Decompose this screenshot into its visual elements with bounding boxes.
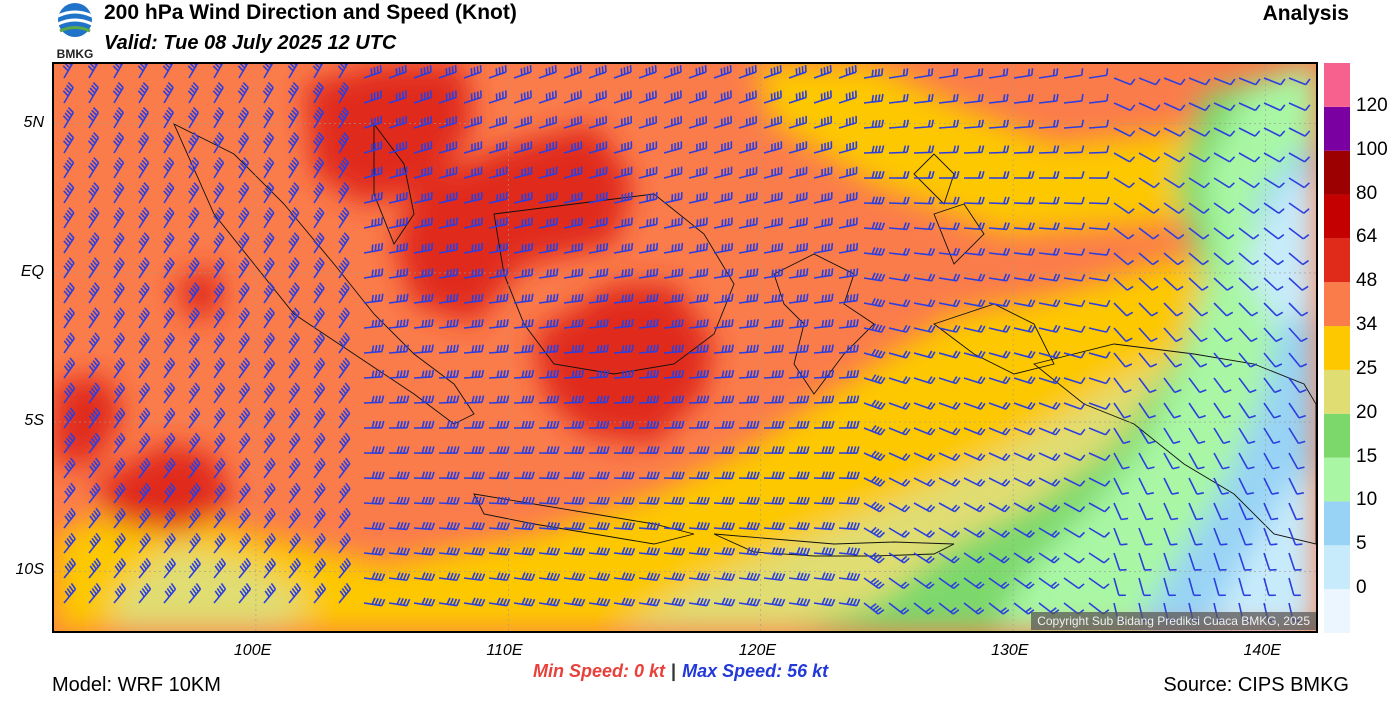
graticule	[54, 64, 1316, 631]
coastlines	[173, 122, 1316, 557]
colorbar-bin	[1324, 501, 1350, 546]
colorbar-bin	[1324, 326, 1350, 370]
bmkg-logo: BMKG	[52, 2, 98, 61]
colorbar-bin	[1324, 369, 1350, 414]
wind-field	[54, 64, 1316, 631]
colorbar-bin	[1324, 282, 1350, 327]
colorbar-label: 0	[1356, 577, 1367, 599]
colorbar-bin	[1324, 413, 1350, 458]
colorbar-label: 64	[1356, 226, 1378, 248]
colorbar-bin	[1324, 545, 1350, 590]
colorbar-bin	[1324, 589, 1350, 633]
lat-label: 5N	[23, 113, 44, 131]
colorbar-label: 5	[1356, 533, 1367, 555]
speed-shading	[54, 64, 1316, 631]
lat-label: EQ	[20, 262, 44, 280]
colorbar-bin	[1324, 150, 1350, 195]
lon-label: 140E	[1243, 642, 1281, 659]
colorbar-label: 10	[1356, 489, 1378, 511]
colorbar-label: 100	[1356, 138, 1388, 160]
colorbar-label: 20	[1356, 401, 1378, 423]
copyright-notice: Copyright Sub Bidang Prediksi Cuaca BMKG…	[1031, 612, 1316, 630]
colorbar-label: 15	[1356, 445, 1378, 467]
colorbar-bin	[1324, 63, 1350, 107]
analysis-label: Analysis	[1262, 2, 1349, 25]
stats-separator: |	[671, 661, 677, 681]
lat-label: 10S	[15, 561, 44, 579]
colorbar-bin	[1324, 106, 1350, 151]
wind-barbs	[62, 64, 1311, 622]
logo-text: BMKG	[57, 47, 94, 60]
lon-label: 120E	[738, 642, 777, 659]
colorbar-label: 80	[1356, 182, 1378, 204]
colorbar-label: 48	[1356, 270, 1378, 292]
colorbar-label: 25	[1356, 357, 1378, 379]
colorbar-bin	[1324, 194, 1350, 239]
colorbar-label: 120	[1356, 94, 1388, 116]
wind-map[interactable]	[52, 62, 1318, 633]
colorbar-label: 34	[1356, 314, 1378, 336]
model-label: Model: WRF 10KM	[52, 674, 221, 696]
speed-colorbar	[1324, 63, 1350, 633]
speed-stats: Min Speed: 0 kt | Max Speed: 56 kt	[533, 661, 828, 682]
colorbar-bin	[1324, 238, 1350, 283]
map-title: 200 hPa Wind Direction and Speed (Knot)	[104, 1, 517, 24]
lon-label: 110E	[486, 642, 523, 659]
lat-label: 5S	[24, 412, 44, 430]
max-speed: Max Speed: 56 kt	[682, 661, 829, 681]
valid-time: Valid: Tue 08 July 2025 12 UTC	[104, 32, 397, 54]
lon-label: 100E	[233, 642, 272, 659]
source-label: Source: CIPS BMKG	[1163, 674, 1349, 696]
colorbar-bin	[1324, 457, 1350, 502]
min-speed: Min Speed: 0 kt	[533, 661, 666, 681]
lon-label: 130E	[991, 642, 1029, 659]
